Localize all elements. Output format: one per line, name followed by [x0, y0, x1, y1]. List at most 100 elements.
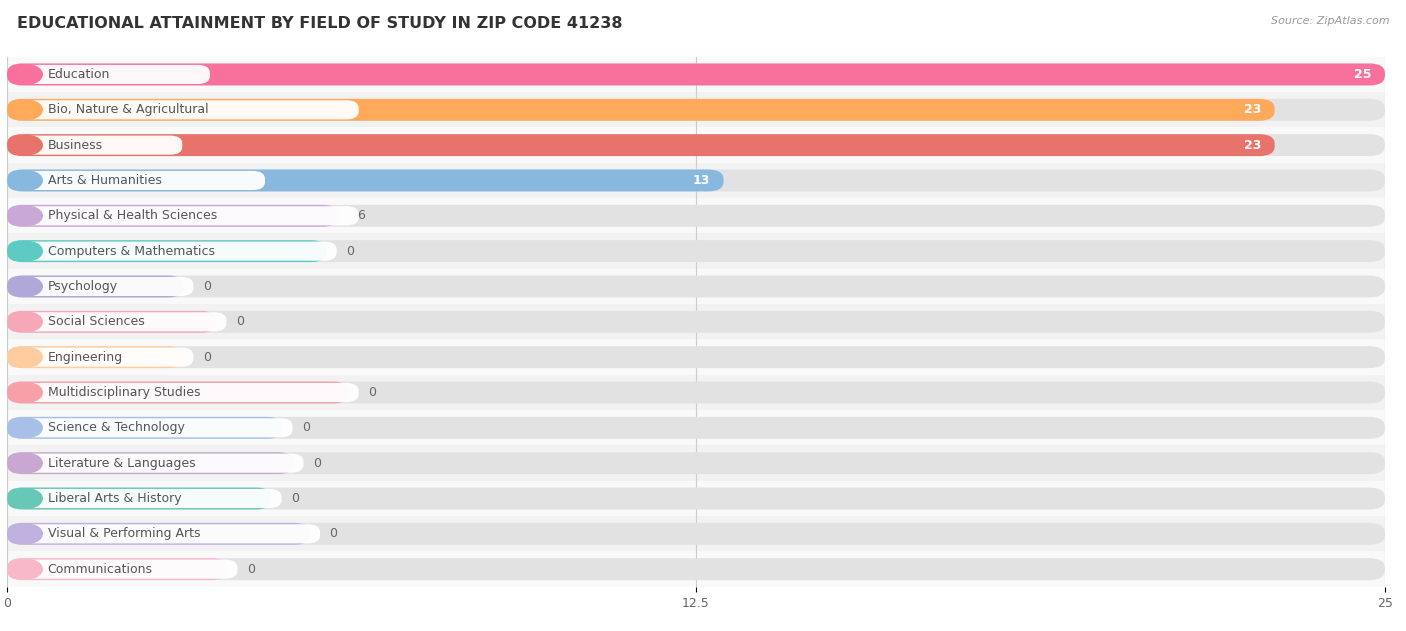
- FancyBboxPatch shape: [0, 127, 1406, 163]
- Text: 13: 13: [692, 174, 710, 187]
- Text: 0: 0: [202, 351, 211, 363]
- FancyBboxPatch shape: [7, 99, 1385, 121]
- FancyBboxPatch shape: [0, 481, 1406, 516]
- Circle shape: [13, 277, 42, 296]
- FancyBboxPatch shape: [17, 524, 321, 543]
- Text: 25: 25: [1354, 68, 1371, 81]
- Text: Literature & Languages: Literature & Languages: [48, 457, 195, 469]
- FancyBboxPatch shape: [17, 100, 359, 119]
- Circle shape: [13, 454, 42, 473]
- FancyBboxPatch shape: [0, 198, 1406, 233]
- FancyBboxPatch shape: [7, 205, 1385, 227]
- FancyBboxPatch shape: [7, 134, 1385, 156]
- FancyBboxPatch shape: [17, 560, 238, 579]
- Circle shape: [13, 489, 42, 508]
- Text: Source: ZipAtlas.com: Source: ZipAtlas.com: [1271, 16, 1389, 26]
- FancyBboxPatch shape: [0, 233, 1406, 269]
- Circle shape: [13, 65, 42, 84]
- FancyBboxPatch shape: [7, 417, 1385, 439]
- Text: 0: 0: [368, 386, 375, 399]
- FancyBboxPatch shape: [7, 346, 1385, 368]
- Circle shape: [13, 524, 42, 543]
- Text: Social Sciences: Social Sciences: [48, 316, 145, 328]
- Text: Psychology: Psychology: [48, 280, 118, 293]
- Text: 0: 0: [247, 563, 254, 575]
- Text: Physical & Health Sciences: Physical & Health Sciences: [48, 209, 217, 222]
- Text: 0: 0: [314, 457, 321, 469]
- Text: Communications: Communications: [48, 563, 152, 575]
- Text: Visual & Performing Arts: Visual & Performing Arts: [48, 528, 200, 540]
- Text: Multidisciplinary Studies: Multidisciplinary Studies: [48, 386, 200, 399]
- FancyBboxPatch shape: [7, 170, 724, 191]
- Circle shape: [13, 348, 42, 367]
- FancyBboxPatch shape: [17, 277, 193, 296]
- FancyBboxPatch shape: [7, 523, 1385, 545]
- FancyBboxPatch shape: [17, 454, 304, 473]
- FancyBboxPatch shape: [17, 242, 336, 261]
- Text: Bio, Nature & Agricultural: Bio, Nature & Agricultural: [48, 103, 208, 116]
- Circle shape: [13, 560, 42, 579]
- Circle shape: [13, 171, 42, 190]
- Text: 23: 23: [1243, 139, 1261, 151]
- FancyBboxPatch shape: [0, 57, 1406, 92]
- FancyBboxPatch shape: [7, 488, 1385, 509]
- FancyBboxPatch shape: [7, 311, 217, 333]
- FancyBboxPatch shape: [7, 346, 183, 368]
- FancyBboxPatch shape: [7, 382, 349, 403]
- Text: 0: 0: [202, 280, 211, 293]
- FancyBboxPatch shape: [0, 163, 1406, 198]
- FancyBboxPatch shape: [7, 523, 311, 545]
- Text: 0: 0: [346, 245, 354, 257]
- FancyBboxPatch shape: [7, 240, 326, 262]
- Circle shape: [13, 100, 42, 119]
- FancyBboxPatch shape: [7, 64, 1385, 85]
- Text: Engineering: Engineering: [48, 351, 122, 363]
- FancyBboxPatch shape: [17, 348, 193, 367]
- Circle shape: [13, 383, 42, 402]
- FancyBboxPatch shape: [7, 205, 337, 227]
- FancyBboxPatch shape: [17, 206, 359, 225]
- FancyBboxPatch shape: [0, 551, 1406, 587]
- Text: Education: Education: [48, 68, 110, 81]
- FancyBboxPatch shape: [0, 304, 1406, 339]
- Text: 0: 0: [302, 422, 309, 434]
- FancyBboxPatch shape: [0, 445, 1406, 481]
- FancyBboxPatch shape: [7, 276, 183, 297]
- Text: Science & Technology: Science & Technology: [48, 422, 184, 434]
- FancyBboxPatch shape: [0, 375, 1406, 410]
- Text: Arts & Humanities: Arts & Humanities: [48, 174, 162, 187]
- FancyBboxPatch shape: [7, 134, 1275, 156]
- FancyBboxPatch shape: [7, 311, 1385, 333]
- FancyBboxPatch shape: [7, 240, 1385, 262]
- FancyBboxPatch shape: [7, 452, 294, 474]
- Text: Computers & Mathematics: Computers & Mathematics: [48, 245, 215, 257]
- Text: 0: 0: [291, 492, 299, 505]
- Circle shape: [13, 418, 42, 437]
- Text: 0: 0: [236, 316, 243, 328]
- FancyBboxPatch shape: [17, 418, 292, 437]
- Circle shape: [13, 136, 42, 155]
- Circle shape: [13, 206, 42, 225]
- Text: 23: 23: [1243, 103, 1261, 116]
- FancyBboxPatch shape: [7, 558, 1385, 580]
- FancyBboxPatch shape: [7, 99, 1275, 121]
- FancyBboxPatch shape: [17, 171, 264, 190]
- FancyBboxPatch shape: [7, 417, 283, 439]
- FancyBboxPatch shape: [7, 64, 1385, 85]
- FancyBboxPatch shape: [7, 382, 1385, 403]
- Text: 6: 6: [357, 209, 366, 222]
- FancyBboxPatch shape: [7, 170, 1385, 191]
- FancyBboxPatch shape: [17, 312, 226, 331]
- FancyBboxPatch shape: [17, 65, 209, 84]
- FancyBboxPatch shape: [0, 516, 1406, 551]
- FancyBboxPatch shape: [7, 558, 228, 580]
- FancyBboxPatch shape: [17, 383, 359, 402]
- FancyBboxPatch shape: [17, 136, 183, 155]
- FancyBboxPatch shape: [17, 489, 281, 508]
- FancyBboxPatch shape: [7, 276, 1385, 297]
- Circle shape: [13, 242, 42, 261]
- FancyBboxPatch shape: [7, 452, 1385, 474]
- Text: Business: Business: [48, 139, 103, 151]
- FancyBboxPatch shape: [0, 410, 1406, 445]
- Text: 0: 0: [329, 528, 337, 540]
